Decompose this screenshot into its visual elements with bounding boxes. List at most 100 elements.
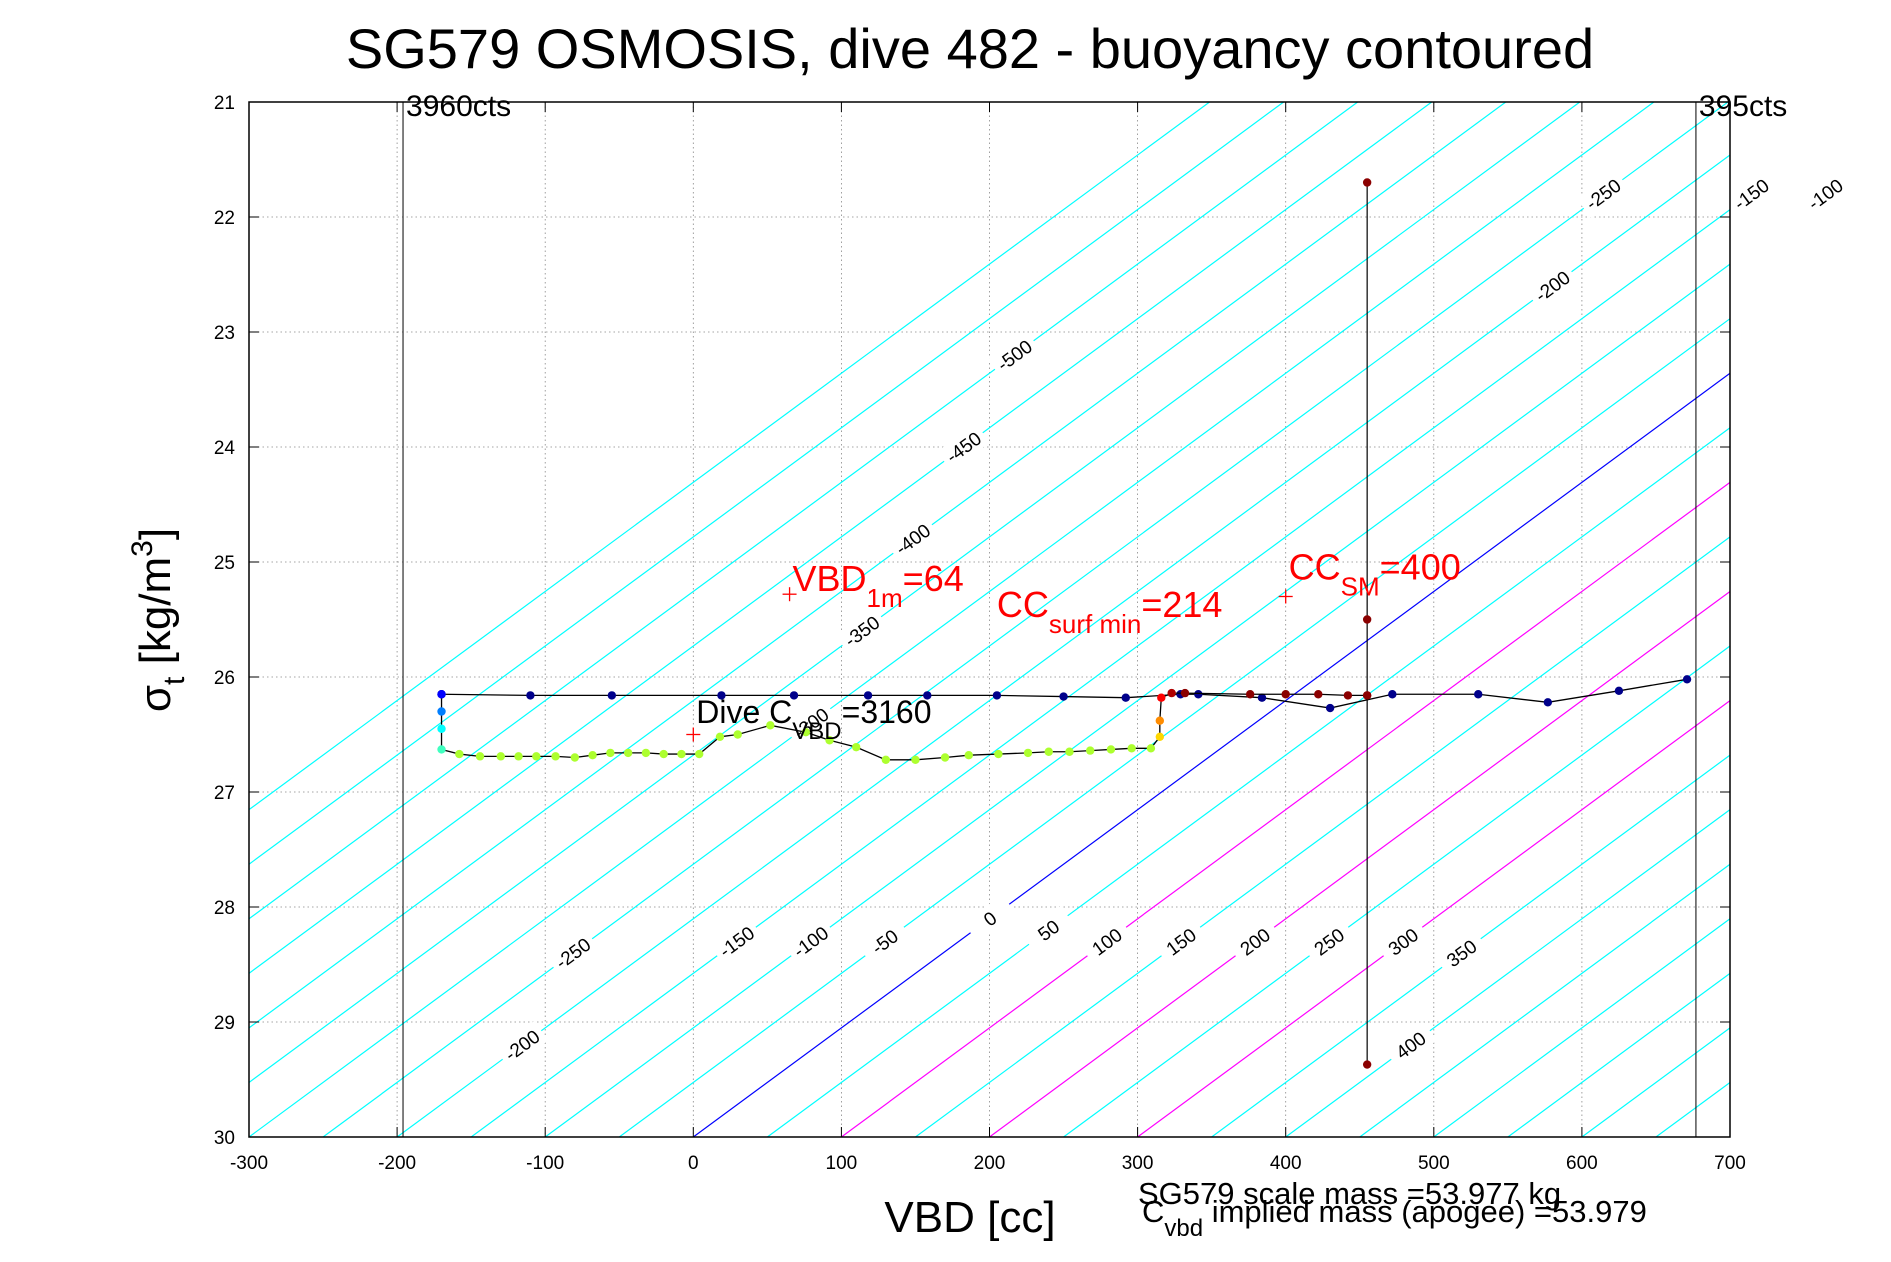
lower-trace-point: [437, 745, 446, 754]
lower-trace-point: [1281, 690, 1290, 699]
contour-label-bg: [1080, 917, 1134, 966]
x-axis-label: VBD [cc]: [884, 1193, 1055, 1242]
y-tick-label: 28: [214, 898, 235, 919]
upper-trace-point: [607, 691, 617, 700]
svg-text:σt [kg/m3]: σt [kg/m3]: [126, 528, 191, 712]
contour-label-bg: [1576, 170, 1630, 218]
lower-trace-point: [911, 755, 920, 764]
annotation-end: =400: [1380, 546, 1461, 587]
x-tick-label: -300: [230, 1153, 268, 1174]
lower-trace-point: [994, 749, 1003, 759]
contour-line: [1433, 918, 1730, 1137]
lower-trace-point: [532, 752, 541, 761]
contour-line: [915, 536, 1730, 1137]
x-tick-label: -100: [526, 1153, 564, 1174]
contour-label: -50: [858, 917, 912, 966]
lower-trace-point: [623, 748, 633, 758]
contour-label-bg: [936, 423, 990, 471]
annotation-text: CCsurf min=214: [997, 584, 1223, 639]
contour-line-highlight: [1137, 699, 1730, 1137]
annotation-sub: surf min: [1049, 609, 1141, 639]
lower-trace-point: [641, 748, 651, 758]
annotation-end: =64: [903, 558, 964, 599]
contour-line: [1804, 102, 1891, 1137]
x-tick-label: -200: [378, 1153, 416, 1174]
upper-trace-point: [1474, 690, 1483, 699]
contour-line: [1285, 808, 1730, 1137]
buoyancy-contours: [249, 102, 1891, 1137]
lower-trace-point: [551, 752, 560, 761]
count-line-label: 395cts: [1699, 90, 1787, 123]
contour-label-bg: [858, 917, 912, 966]
lower-trace-point: [437, 690, 446, 699]
lower-trace-point: [455, 749, 464, 759]
lower-trace-point: [1086, 746, 1095, 755]
y-tick-label: 25: [214, 553, 235, 574]
upper-trace-point: [1059, 692, 1068, 701]
upper-trace-point: [526, 691, 535, 700]
lower-trace-point: [964, 751, 973, 760]
x-axis-ticks: -300 -200 -100 0 100 200 300 400 500 600 700: [230, 102, 1746, 1174]
contour-line-zero: [692, 372, 1730, 1137]
upper-trace-point: [1257, 693, 1267, 702]
annotation-main: CC: [1289, 546, 1341, 587]
contour-label: -400: [886, 515, 940, 563]
y-axis-label-main: σ: [131, 685, 180, 712]
y-tick-label: 21: [214, 93, 235, 114]
contour-label: -250: [546, 929, 600, 977]
contour-line: [249, 102, 1210, 811]
x-tick-label: 0: [688, 1153, 699, 1174]
contour-label: -200: [1525, 262, 1579, 310]
lower-trace-point: [588, 751, 597, 760]
contour-line: [1878, 102, 1891, 1137]
y-tick-label: 24: [214, 438, 236, 459]
annotation-sub: SM: [1341, 571, 1380, 601]
contour-label-bg: [546, 929, 600, 977]
lower-trace-point: [659, 749, 668, 759]
upper-trace-point: [1325, 703, 1335, 713]
lower-trace-point: [677, 749, 686, 759]
lower-trace-point: [1167, 688, 1176, 698]
lower-trace-point: [1343, 691, 1353, 700]
lower-trace-point: [570, 753, 580, 762]
upper-trace-point: [1121, 693, 1130, 702]
contour-label: 150: [1154, 917, 1208, 966]
lower-trace-point: [606, 748, 615, 758]
contour-line: [1063, 645, 1730, 1137]
contour-label: 0: [963, 894, 1017, 943]
annotation-main: VBD: [793, 558, 867, 599]
upper-trace-point: [1682, 675, 1692, 684]
grid: [249, 102, 1730, 1137]
contour-label: -350: [835, 607, 889, 655]
contour-line: [1729, 1136, 1730, 1137]
contour-label-bg: [835, 607, 889, 655]
contour-label-bg: [1384, 1021, 1438, 1069]
x-tick-label: 300: [1122, 1153, 1154, 1174]
annotation-text: Dive CVBD=3160: [696, 694, 931, 745]
x-tick-label: 400: [1270, 1153, 1302, 1174]
lower-trace-point: [1314, 690, 1323, 699]
contour-label-bg: [963, 894, 1017, 943]
lower-trace-point: [437, 707, 446, 716]
contour-label-bg: [1525, 262, 1579, 310]
contour-line: [1507, 972, 1730, 1137]
x-tick-label: 600: [1566, 1153, 1598, 1174]
lower-trace-point: [1065, 747, 1074, 756]
vertical-marker-point: [1362, 691, 1372, 700]
contour-line-highlight: [989, 590, 1730, 1137]
vertical-marker: [1362, 178, 1372, 1069]
contour-label: 200: [1228, 917, 1282, 966]
lower-trace-point: [1106, 745, 1116, 754]
annotation-end: =214: [1141, 584, 1222, 625]
contour-label: 300: [1376, 917, 1430, 966]
lower-trace-point: [437, 724, 446, 733]
footer-cvbd-main: C: [1142, 1194, 1164, 1229]
x-tick-label: 500: [1418, 1153, 1450, 1174]
contour-line: [1581, 1027, 1730, 1137]
annotation-sub: VBD: [792, 718, 841, 745]
contour-label-bg: [1021, 906, 1075, 954]
contour-label: 350: [1434, 929, 1488, 977]
lower-trace-point: [1127, 744, 1136, 753]
upper-trace-point: [923, 691, 932, 700]
